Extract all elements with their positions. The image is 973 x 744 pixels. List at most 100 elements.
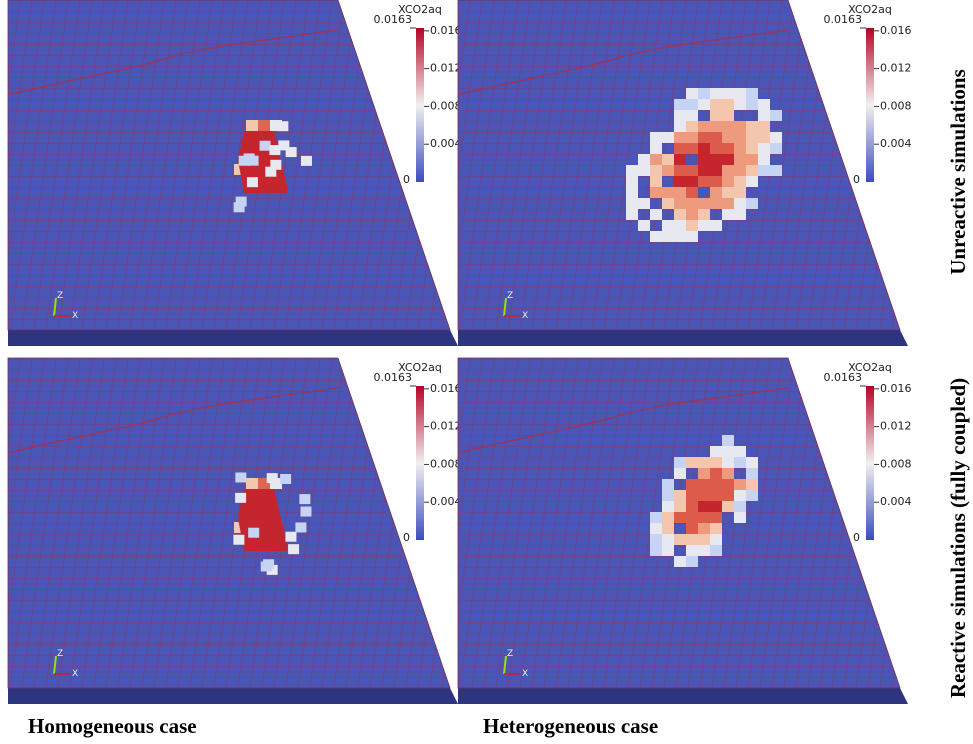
plume-cell xyxy=(233,534,245,545)
colorbar-tick-label: 0.012 xyxy=(430,420,462,433)
slab-top xyxy=(7,357,451,689)
axis-label: X xyxy=(522,311,528,321)
plume-cell xyxy=(650,154,662,165)
slab-side xyxy=(458,688,908,704)
plume-cell xyxy=(710,446,722,457)
plume-cell xyxy=(246,120,258,131)
plume-cell xyxy=(710,490,722,501)
colorbar-max: 0.0163 xyxy=(824,13,863,26)
plume-cell xyxy=(698,545,710,556)
plume-cell xyxy=(686,143,698,154)
plume-cell xyxy=(686,187,698,198)
plume-cell xyxy=(626,176,638,187)
plume-cell xyxy=(722,187,734,198)
colorbar-tick-label: 0.016 xyxy=(430,382,462,395)
plume-cell xyxy=(746,121,758,132)
plume-cell xyxy=(698,479,710,490)
fault-trace xyxy=(7,29,339,96)
plume-cell xyxy=(734,446,746,457)
plume-cell xyxy=(674,143,686,154)
plume-cell xyxy=(626,187,638,198)
plume-cell xyxy=(674,209,686,220)
plume-cell xyxy=(674,132,686,143)
plume-cell xyxy=(746,154,758,165)
axes-glyph: ZX xyxy=(53,291,78,321)
plume-cell xyxy=(686,165,698,176)
plume-cell xyxy=(686,501,698,512)
plume-cell xyxy=(770,165,782,176)
plume-cell xyxy=(722,143,734,154)
plume-cell xyxy=(734,198,746,209)
plume-cell xyxy=(710,479,722,490)
plume-cell xyxy=(280,474,292,485)
plume-cell xyxy=(758,121,770,132)
plume-cell xyxy=(638,165,650,176)
plume-cell xyxy=(722,165,734,176)
plume-cell xyxy=(662,187,674,198)
colorbar-title: XCO2aq xyxy=(848,3,892,16)
plume-cell xyxy=(746,99,758,110)
plume-cell xyxy=(300,506,312,517)
plume-cell xyxy=(734,99,746,110)
plume-cell xyxy=(710,88,722,99)
plume-cell xyxy=(662,490,674,501)
plume-cell xyxy=(710,110,722,121)
plume-cell xyxy=(270,478,282,489)
plume-cell xyxy=(734,88,746,99)
plume-cell xyxy=(746,457,758,468)
plume-cell xyxy=(758,110,770,121)
colorbar-tick-label: 0.016 xyxy=(880,24,912,37)
plume-cell xyxy=(710,220,722,231)
plume-cell xyxy=(686,512,698,523)
plume-cell xyxy=(746,143,758,154)
plume-cell xyxy=(650,143,662,154)
plume-cell xyxy=(650,545,662,556)
plume-cell xyxy=(650,523,662,534)
plume-cell xyxy=(674,198,686,209)
colorbar-title: XCO2aq xyxy=(848,361,892,374)
plume-cell xyxy=(686,209,698,220)
plume-cell xyxy=(626,209,638,220)
plume-cell xyxy=(270,120,282,131)
axis-label: Z xyxy=(507,291,513,301)
plume-cell xyxy=(710,534,722,545)
plume-cell xyxy=(300,155,312,166)
colorbar-min: 0 xyxy=(403,173,410,186)
z-axis xyxy=(503,297,507,317)
plume-cell xyxy=(734,501,746,512)
plume-cell xyxy=(746,479,758,490)
plume-cell xyxy=(722,446,734,457)
colorbar-tick-label: 0.012 xyxy=(880,420,912,433)
plume-cell xyxy=(269,145,281,156)
axis-label: Z xyxy=(507,649,513,659)
plume-cell xyxy=(650,512,662,523)
plume-cell xyxy=(710,523,722,534)
plume-cell xyxy=(758,132,770,143)
plume-cell xyxy=(722,198,734,209)
colorbar-tick-label: 0.008 xyxy=(430,457,462,470)
plume-cell xyxy=(235,492,247,503)
fault-trace xyxy=(457,387,789,454)
plume-cell xyxy=(650,187,662,198)
plume-cell xyxy=(722,468,734,479)
plume-cell xyxy=(746,176,758,187)
plume-cell xyxy=(686,110,698,121)
plume-cell xyxy=(662,154,674,165)
z-axis xyxy=(53,655,57,675)
plume-cell xyxy=(674,556,686,567)
colorbar-tick-label: 0.016 xyxy=(880,382,912,395)
plume-cell xyxy=(734,209,746,220)
plume-cell xyxy=(638,154,650,165)
colorbar-max: 0.0163 xyxy=(374,371,413,384)
plume-cell xyxy=(710,501,722,512)
plume-cell xyxy=(698,501,710,512)
plume-cell xyxy=(674,534,686,545)
plume-cell xyxy=(710,468,722,479)
column-label: Homogeneous case xyxy=(28,714,197,738)
plume-cell xyxy=(662,165,674,176)
slab-side xyxy=(458,330,908,346)
plume-cell xyxy=(710,121,722,132)
